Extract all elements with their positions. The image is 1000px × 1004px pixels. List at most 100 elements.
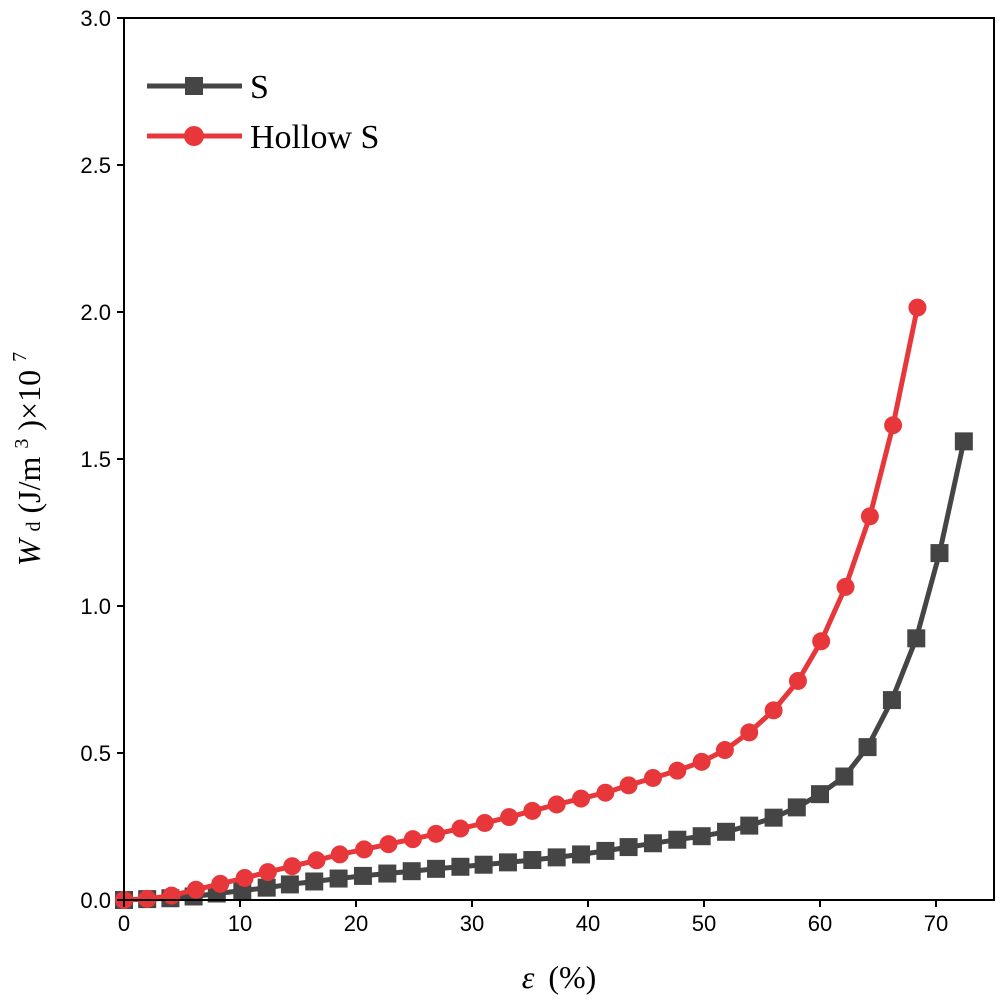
data-point-circle bbox=[307, 851, 326, 870]
data-point-circle bbox=[596, 783, 615, 802]
y-tick-label: 1.0 bbox=[80, 594, 111, 619]
y-axis: 0.0 0.5 1.0 1.5 2.0 2.5 3.0 bbox=[80, 6, 124, 913]
series-line bbox=[123, 307, 920, 903]
x-tick-label: 40 bbox=[576, 911, 600, 936]
data-point-square bbox=[329, 869, 348, 888]
data-point-circle bbox=[235, 868, 254, 887]
x-tick-label: 60 bbox=[808, 911, 832, 936]
legend-marker-square bbox=[185, 77, 203, 95]
data-point-square bbox=[954, 432, 973, 451]
data-point-circle bbox=[211, 874, 230, 893]
data-point-circle bbox=[427, 824, 446, 843]
data-point-square bbox=[692, 827, 711, 846]
data-point-circle bbox=[740, 723, 759, 742]
series-hollow-s bbox=[115, 298, 927, 909]
data-point-square bbox=[353, 866, 372, 885]
data-point-square bbox=[547, 848, 566, 867]
data-point-circle bbox=[692, 752, 711, 771]
data-point-circle bbox=[355, 840, 374, 859]
data-point-circle bbox=[379, 835, 398, 854]
y-axis-exponent: 7 bbox=[9, 352, 31, 362]
data-point-circle bbox=[643, 768, 662, 787]
data-point-circle bbox=[836, 577, 855, 596]
legend-entry: S bbox=[147, 69, 269, 106]
y-tick-label: 2.5 bbox=[80, 153, 111, 178]
data-point-circle bbox=[572, 789, 591, 808]
data-point-circle bbox=[860, 507, 879, 526]
data-point-circle bbox=[668, 761, 687, 780]
y-tick-label: 0.5 bbox=[80, 741, 111, 766]
data-point-square bbox=[280, 875, 299, 894]
x-axis-unit: (%) bbox=[548, 959, 596, 995]
data-point-circle bbox=[138, 889, 157, 908]
x-axis-title: ε (%) bbox=[522, 959, 597, 995]
x-tick-label: 0 bbox=[118, 911, 130, 936]
data-point-square bbox=[717, 822, 736, 841]
data-point-circle bbox=[186, 880, 205, 899]
y-axis-unit-prefix: (J/m bbox=[11, 456, 47, 513]
legend-label: Hollow S bbox=[250, 119, 379, 156]
data-point-circle bbox=[258, 863, 277, 882]
data-point-square bbox=[378, 864, 397, 883]
x-axis: 0 10 20 30 40 50 60 70 bbox=[118, 900, 948, 936]
data-point-square bbox=[305, 872, 324, 891]
data-point-circle bbox=[475, 813, 494, 832]
legend-marker-circle bbox=[184, 126, 204, 146]
legend-label: S bbox=[250, 69, 269, 106]
data-point-circle bbox=[715, 741, 734, 760]
x-tick-label: 70 bbox=[924, 911, 948, 936]
data-point-circle bbox=[547, 795, 566, 814]
data-point-square bbox=[930, 544, 949, 563]
data-point-square bbox=[643, 834, 662, 853]
data-point-square bbox=[572, 845, 591, 864]
data-point-square bbox=[835, 767, 854, 786]
data-point-circle bbox=[884, 416, 903, 435]
data-point-square bbox=[402, 862, 421, 881]
data-point-square bbox=[907, 629, 926, 648]
y-axis-symbol: W bbox=[11, 536, 47, 566]
data-point-square bbox=[474, 855, 493, 874]
data-point-square bbox=[523, 851, 542, 870]
series-layer bbox=[115, 298, 973, 909]
data-point-square bbox=[882, 691, 901, 710]
y-axis-unit-power: 3 bbox=[11, 439, 33, 449]
x-tick-label: 50 bbox=[692, 911, 716, 936]
data-point-square bbox=[811, 785, 829, 804]
y-axis-unit-suffix: )×10 bbox=[11, 370, 47, 431]
data-point-circle bbox=[451, 819, 470, 838]
data-point-circle bbox=[403, 830, 422, 849]
data-point-square bbox=[858, 738, 877, 757]
y-tick-label: 3.0 bbox=[80, 6, 111, 31]
y-tick-label: 2.0 bbox=[80, 300, 111, 325]
data-point-square bbox=[764, 808, 783, 827]
data-point-square bbox=[498, 853, 517, 872]
data-point-circle bbox=[619, 776, 638, 795]
data-point-square bbox=[787, 798, 806, 817]
data-point-circle bbox=[330, 845, 349, 864]
y-tick-label: 0.0 bbox=[80, 888, 111, 913]
data-point-square bbox=[427, 859, 446, 878]
x-axis-symbol: ε bbox=[522, 959, 535, 995]
x-tick-label: 30 bbox=[460, 911, 484, 936]
data-point-square bbox=[451, 857, 470, 876]
y-tick-label: 1.5 bbox=[80, 447, 111, 472]
data-point-circle bbox=[523, 801, 542, 820]
data-point-circle bbox=[764, 701, 783, 720]
y-axis-subscript: d bbox=[23, 521, 45, 531]
data-point-square bbox=[668, 830, 687, 849]
data-point-circle bbox=[908, 298, 927, 317]
data-point-square bbox=[596, 841, 615, 860]
data-point-circle bbox=[788, 671, 807, 690]
data-point-circle bbox=[283, 857, 302, 876]
legend: S Hollow S bbox=[147, 69, 379, 156]
data-point-square bbox=[740, 816, 759, 835]
data-point-square bbox=[619, 838, 638, 857]
legend-entry: Hollow S bbox=[147, 119, 379, 156]
x-tick-label: 20 bbox=[344, 911, 368, 936]
y-axis-title: W d (J/m 3 )×10 7 bbox=[0, 352, 47, 566]
data-point-circle bbox=[162, 886, 181, 905]
data-point-circle bbox=[812, 632, 831, 651]
